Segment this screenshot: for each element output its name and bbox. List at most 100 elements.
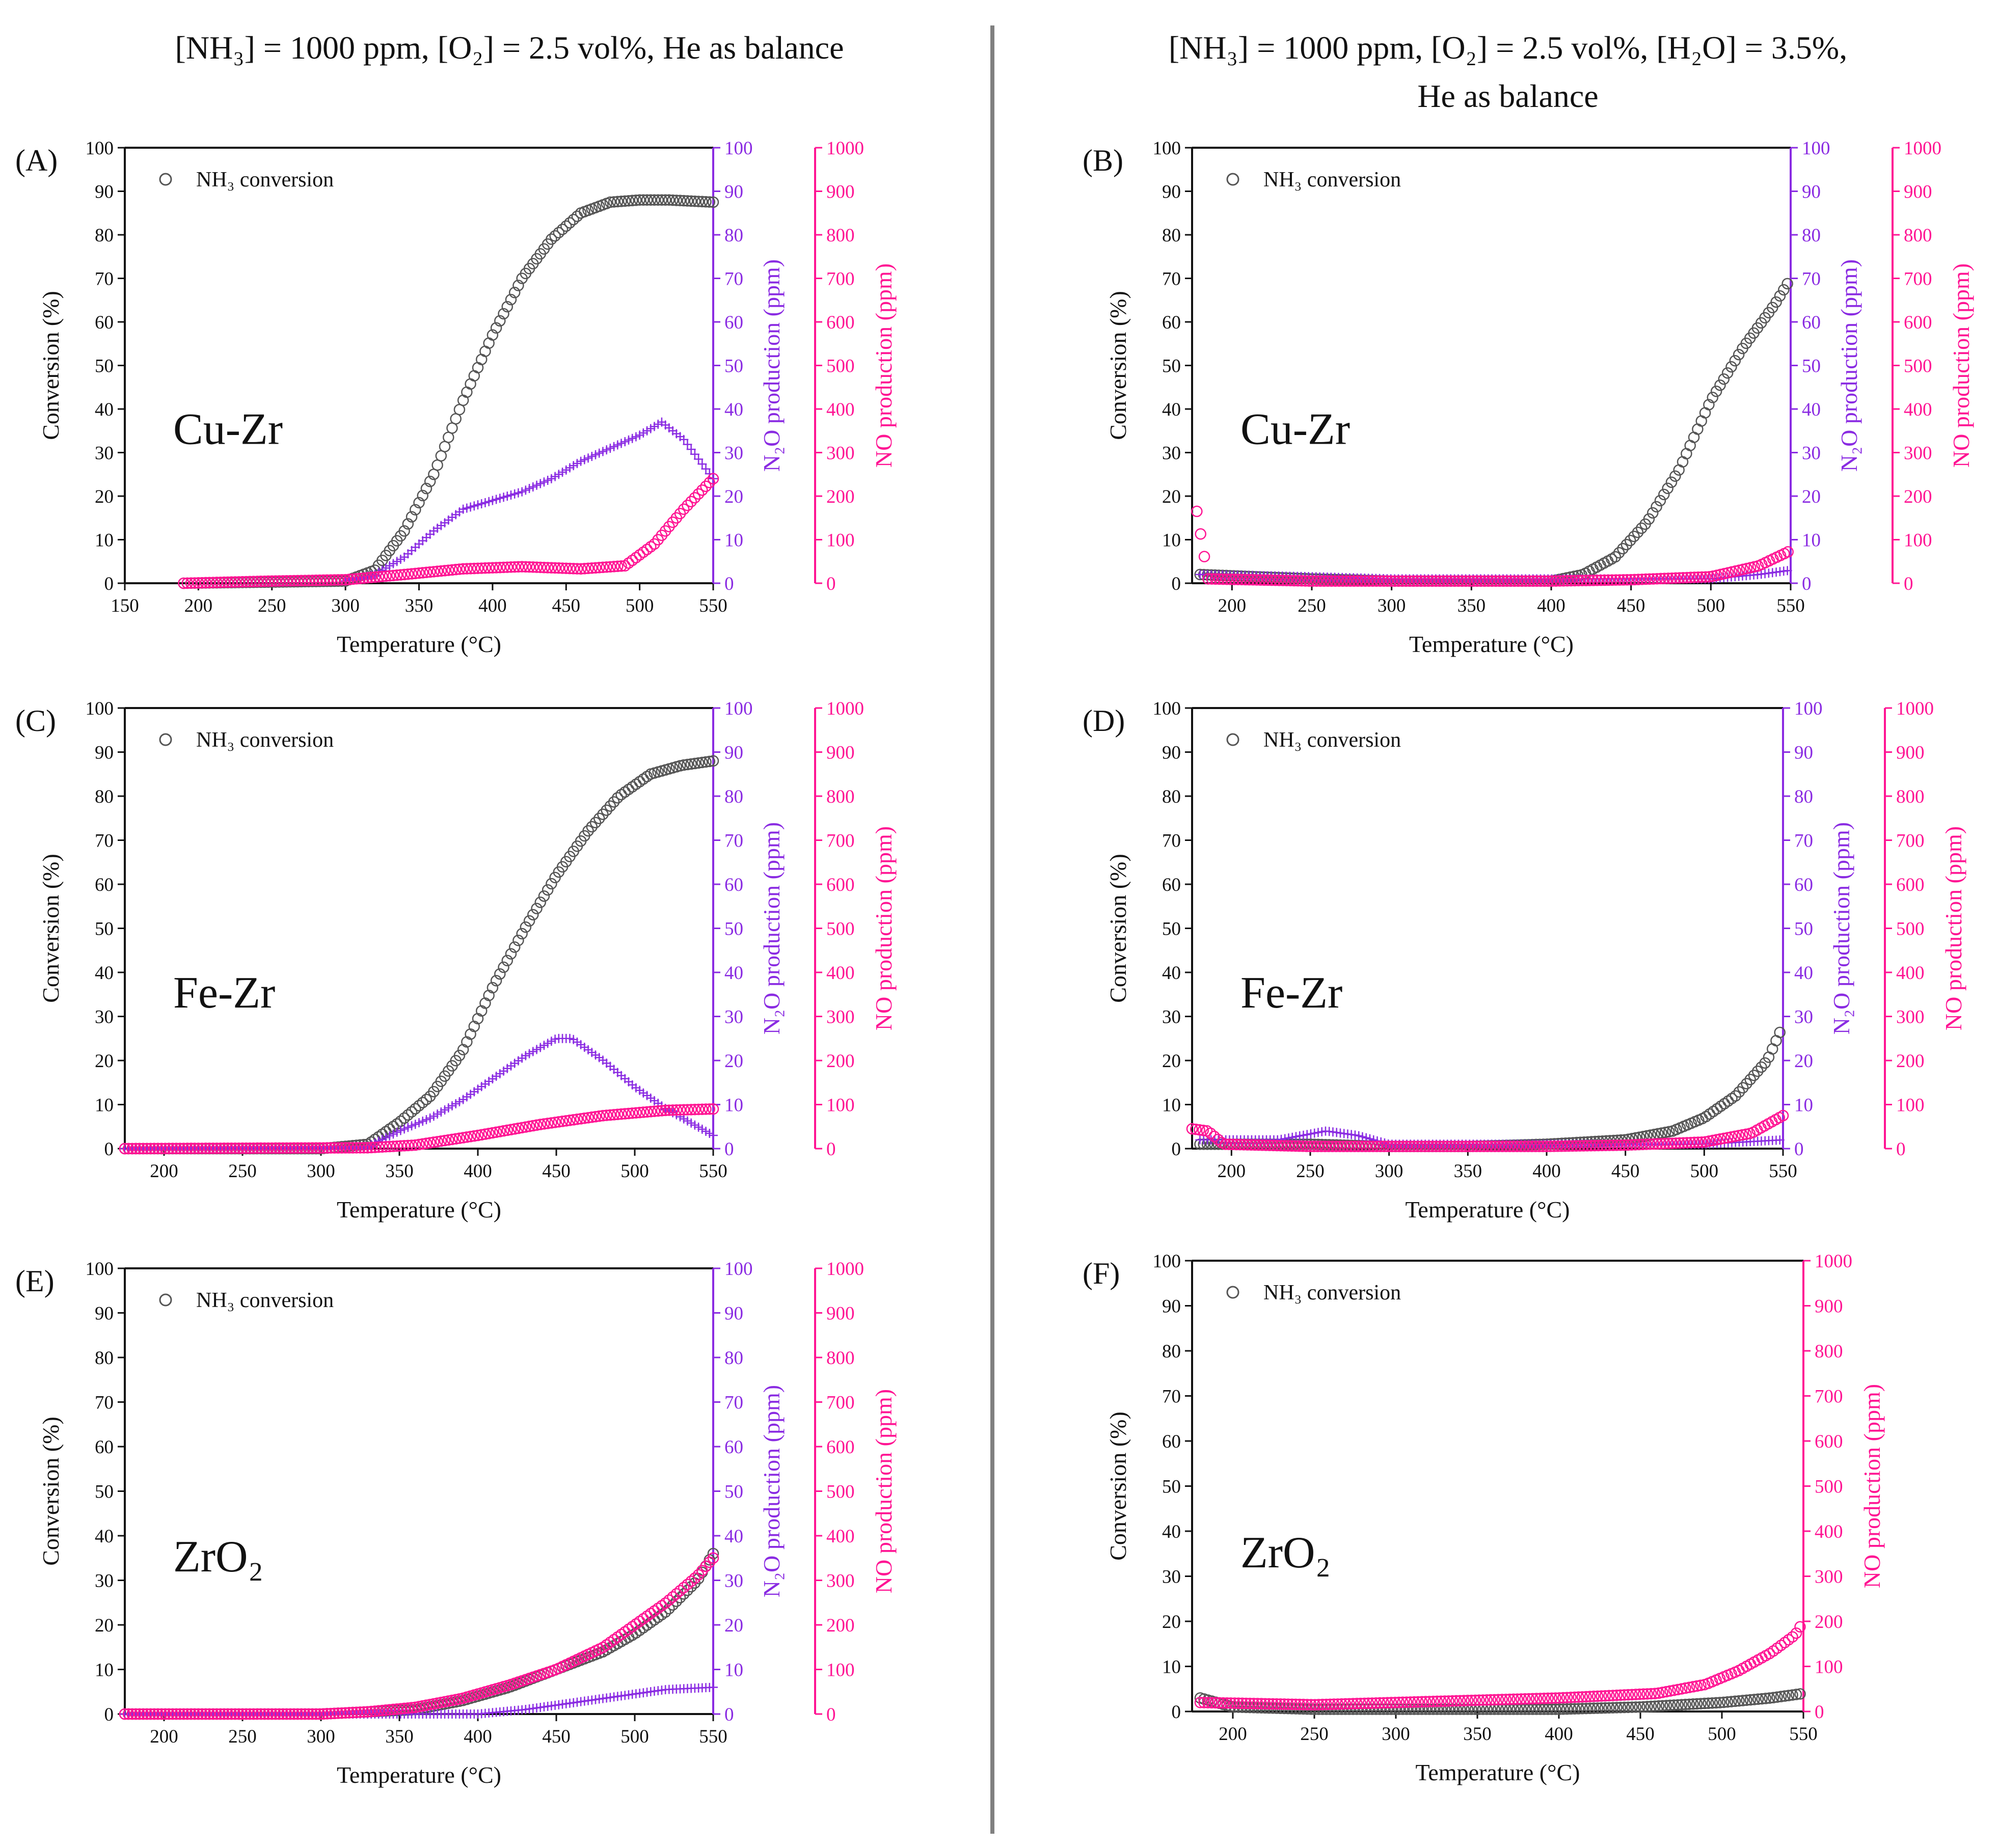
- n2o-tick-label: 30: [724, 1571, 743, 1592]
- no-point: [1670, 1137, 1682, 1149]
- n2o-tick-label: 80: [724, 225, 743, 246]
- no-point: [1292, 575, 1304, 587]
- no-point: [1360, 1140, 1371, 1152]
- no-tick-label: 100: [826, 1095, 855, 1116]
- no-point: [571, 563, 583, 575]
- no-point: [523, 561, 535, 573]
- x-tick-label: 500: [620, 1161, 649, 1182]
- n2o-tick-label: 50: [1794, 919, 1813, 940]
- no-point: [200, 1143, 212, 1154]
- n2o-tick-label: 20: [1794, 1051, 1813, 1072]
- no-tick-label: 400: [1896, 963, 1925, 984]
- no-point: [601, 1109, 612, 1121]
- no-tick-label: 200: [826, 1051, 855, 1072]
- x-tick-label: 400: [1545, 1724, 1573, 1745]
- conversion-point: [674, 195, 686, 206]
- no-point: [196, 1143, 208, 1154]
- conversion-point: [402, 518, 414, 530]
- no-point: [1622, 1689, 1634, 1701]
- conversion-point: [1703, 1697, 1714, 1709]
- conversion-point: [682, 758, 693, 771]
- conversion-point: [490, 322, 502, 334]
- no-point: [1343, 1698, 1355, 1710]
- no-point: [1538, 1693, 1550, 1704]
- no-point: [1347, 1698, 1359, 1709]
- no-point: [248, 576, 259, 587]
- no-point: [670, 1588, 683, 1600]
- no-point: [1412, 1140, 1423, 1152]
- x-tick-label: 200: [184, 595, 213, 616]
- n2o-tick-label: 60: [1802, 312, 1821, 333]
- conversion-point: [1599, 1702, 1611, 1714]
- no-point: [1587, 575, 1600, 586]
- conversion-point: [1569, 1703, 1581, 1715]
- conversion-point: [505, 948, 517, 960]
- no-point: [446, 1694, 458, 1706]
- no-point: [453, 563, 466, 575]
- no-point: [678, 1104, 690, 1116]
- no-point: [1356, 575, 1367, 587]
- no-point: [1271, 1698, 1283, 1710]
- conversion-point: [1664, 1699, 1676, 1711]
- no-point: [295, 1142, 307, 1154]
- conversion-point: [1767, 1692, 1779, 1704]
- conversion-point: [417, 490, 428, 502]
- no-point: [1241, 1139, 1253, 1151]
- conversion-point: [1733, 348, 1745, 361]
- no-point: [1520, 575, 1532, 587]
- x-tick-label: 300: [307, 1726, 335, 1747]
- no-point: [487, 562, 499, 574]
- conversion-tick-label: 0: [1172, 1702, 1181, 1723]
- x-tick-label: 150: [111, 595, 139, 616]
- no-point: [372, 1141, 385, 1153]
- no-point: [178, 1143, 190, 1154]
- no-point: [347, 1142, 359, 1154]
- n2o-tick-label: 10: [724, 1095, 743, 1116]
- conversion-point: [612, 792, 624, 804]
- conversion-point: [516, 928, 528, 940]
- conversion-point: [564, 217, 576, 229]
- no-point: [417, 567, 428, 579]
- no-point: [700, 480, 712, 493]
- no-point: [310, 1142, 322, 1154]
- conversion-point: [487, 982, 499, 994]
- no-point: [299, 1708, 311, 1720]
- no-point: [1584, 1691, 1596, 1702]
- conversion-tick-label: 90: [95, 1303, 114, 1324]
- no-point: [1771, 1642, 1783, 1654]
- no-point: [1281, 575, 1292, 586]
- no-point: [1775, 1639, 1787, 1651]
- no-point: [685, 1575, 697, 1587]
- no-point: [589, 1111, 602, 1123]
- y-axis-title: Conversion (%): [38, 291, 64, 440]
- no-point: [410, 1139, 421, 1151]
- no-point: [589, 562, 602, 574]
- no-point: [1692, 571, 1704, 583]
- no-point: [218, 1708, 230, 1720]
- no-tick-label: 500: [1904, 356, 1932, 377]
- no-point: [1626, 1689, 1638, 1701]
- no-point: [1670, 572, 1682, 584]
- no-point: [1253, 1139, 1264, 1151]
- no-point: [685, 1104, 697, 1116]
- no-point: [295, 1708, 307, 1720]
- conversion-point: [1546, 1703, 1558, 1715]
- no-point: [704, 1556, 716, 1568]
- no-point: [1408, 1696, 1420, 1708]
- no-point: [1486, 1140, 1497, 1152]
- no-point: [1563, 1140, 1575, 1152]
- no-point: [266, 1142, 278, 1154]
- no-point: [1234, 1138, 1246, 1151]
- no-point: [1202, 573, 1214, 585]
- no-point: [1550, 1692, 1561, 1704]
- x-tick-label: 350: [385, 1161, 414, 1182]
- no-point: [527, 561, 539, 573]
- no-point: [1672, 1683, 1684, 1696]
- conversion-point: [1759, 1057, 1771, 1069]
- y-axis-title: Conversion (%): [1105, 1411, 1131, 1561]
- no-point: [1545, 1140, 1556, 1152]
- no-point: [1452, 1140, 1464, 1152]
- conversion-tick-label: 50: [95, 919, 114, 940]
- no-point: [475, 1129, 488, 1141]
- n2o-axis-title: N₂O production (ppm): [759, 822, 785, 1035]
